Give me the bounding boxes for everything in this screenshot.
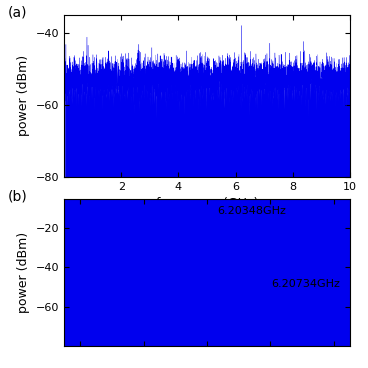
Y-axis label: power (dBm): power (dBm) — [18, 232, 31, 313]
Text: (b): (b) — [7, 190, 27, 204]
X-axis label: frequency (GHz): frequency (GHz) — [156, 197, 258, 210]
Text: 6.20348GHz: 6.20348GHz — [217, 206, 286, 216]
Text: (a): (a) — [7, 6, 27, 20]
Y-axis label: power (dBm): power (dBm) — [18, 55, 31, 136]
Text: 6.20734GHz: 6.20734GHz — [271, 279, 340, 289]
